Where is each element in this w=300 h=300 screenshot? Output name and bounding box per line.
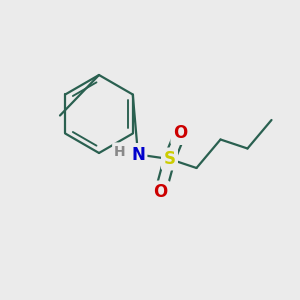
- Text: H: H: [114, 145, 126, 158]
- Text: O: O: [153, 183, 168, 201]
- Text: S: S: [164, 150, 175, 168]
- Text: N: N: [131, 146, 145, 164]
- Text: O: O: [173, 124, 187, 142]
